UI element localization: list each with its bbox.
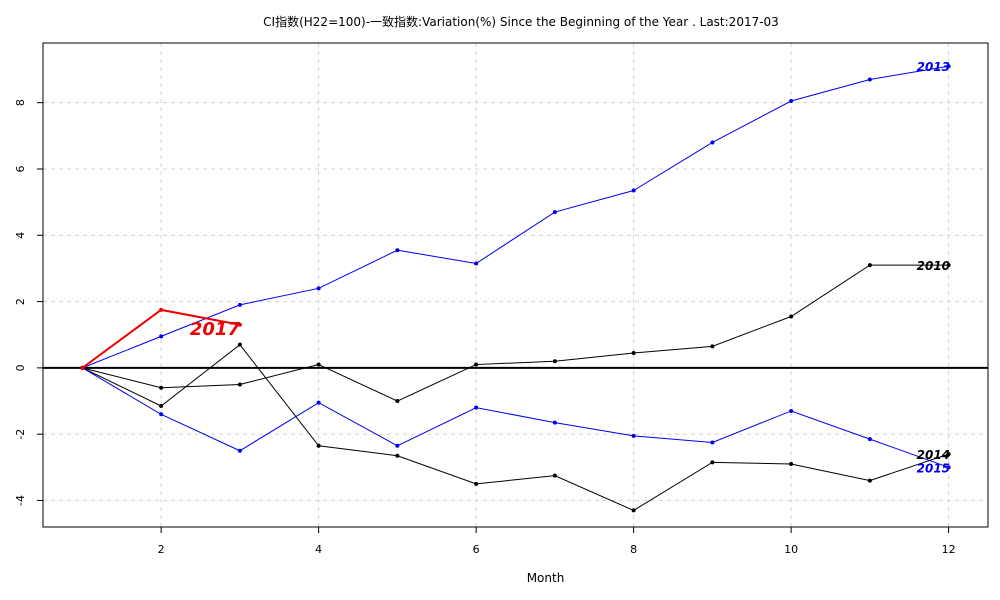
data-point xyxy=(316,400,321,405)
data-point xyxy=(789,408,794,413)
data-point xyxy=(867,77,872,82)
series-line-2015 xyxy=(82,367,949,468)
data-point xyxy=(316,362,321,367)
data-point xyxy=(316,286,321,291)
data-point xyxy=(710,440,715,445)
data-point xyxy=(237,322,242,327)
series-label-2010: 2010 xyxy=(917,259,950,273)
data-point xyxy=(631,350,636,355)
series-label-2017: 2017 xyxy=(190,319,241,340)
data-point xyxy=(552,210,557,215)
y-tick-label: 8 xyxy=(14,99,27,106)
data-point xyxy=(159,412,164,417)
data-point xyxy=(395,453,400,458)
data-point xyxy=(789,462,794,467)
data-point xyxy=(159,307,164,312)
x-axis: 2 4 6 8 10 12 xyxy=(158,527,956,556)
x-tick-label: 2 xyxy=(158,543,165,556)
data-point xyxy=(631,188,636,193)
data-point xyxy=(631,508,636,513)
y-tick-label: 2 xyxy=(14,298,27,305)
data-point xyxy=(552,420,557,425)
series-layer xyxy=(80,64,951,513)
data-point xyxy=(395,443,400,448)
series-label-2014: 2014 xyxy=(917,448,950,462)
data-point xyxy=(946,64,951,69)
data-point xyxy=(395,248,400,253)
data-point xyxy=(395,399,400,404)
data-point xyxy=(237,342,242,347)
data-point xyxy=(552,359,557,364)
data-point xyxy=(159,385,164,390)
data-point xyxy=(474,481,479,486)
y-tick-label: -2 xyxy=(14,429,27,440)
data-point xyxy=(631,433,636,438)
data-point xyxy=(237,302,242,307)
x-tick-label: 12 xyxy=(942,543,956,556)
x-tick-label: 8 xyxy=(630,543,637,556)
series-line-2013 xyxy=(82,65,949,369)
data-point xyxy=(789,314,794,319)
y-tick-label: 0 xyxy=(14,364,27,371)
x-axis-label: Month xyxy=(527,571,565,585)
y-tick-label: 4 xyxy=(14,232,27,239)
data-point xyxy=(237,382,242,387)
data-point xyxy=(474,261,479,266)
data-point xyxy=(80,365,85,370)
series-2015 xyxy=(80,365,951,470)
series-2014 xyxy=(80,342,951,513)
data-point xyxy=(867,263,872,268)
data-point xyxy=(946,452,951,457)
series-line-2010 xyxy=(82,264,949,402)
series-2017 xyxy=(80,307,242,370)
x-tick-label: 4 xyxy=(315,543,322,556)
series-2013 xyxy=(80,64,951,370)
data-point xyxy=(474,405,479,410)
y-tick-label: -4 xyxy=(14,495,27,506)
series-label-2015: 2015 xyxy=(917,461,950,475)
data-point xyxy=(159,404,164,408)
data-point xyxy=(946,465,951,470)
plot-frame xyxy=(42,42,989,528)
data-point xyxy=(237,448,242,453)
data-point xyxy=(474,362,479,367)
x-tick-label: 6 xyxy=(473,543,480,556)
x-tick-label: 10 xyxy=(784,543,798,556)
data-point xyxy=(159,334,164,339)
data-point xyxy=(867,478,872,483)
data-point xyxy=(789,99,794,104)
data-point xyxy=(552,473,557,478)
series-label-2013: 2013 xyxy=(917,60,950,74)
y-tick-label: 6 xyxy=(14,165,27,172)
chart-title: CI指数(H22=100)-一致指数:Variation(%) Since th… xyxy=(263,14,779,29)
grid xyxy=(43,43,988,527)
data-point xyxy=(710,140,715,145)
data-point xyxy=(710,460,715,465)
data-point xyxy=(867,437,872,442)
data-point xyxy=(946,263,951,268)
data-point xyxy=(710,344,715,349)
data-point xyxy=(316,443,321,448)
y-axis: -4 -2 0 2 4 6 8 xyxy=(14,99,43,506)
series-line-2014 xyxy=(82,343,949,511)
